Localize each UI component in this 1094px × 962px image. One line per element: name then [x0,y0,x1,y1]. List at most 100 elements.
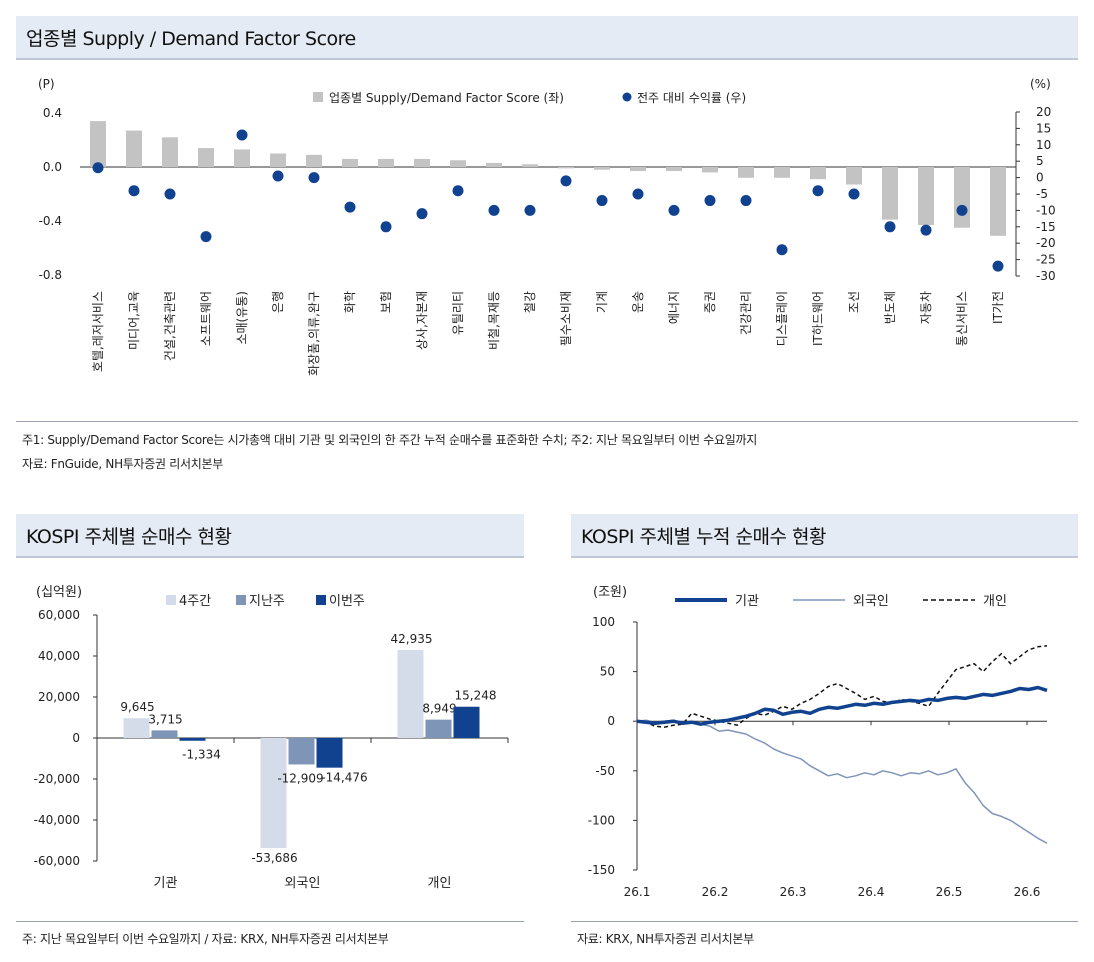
category-label: 유틸리티 [451,291,465,335]
series-line-외국인 [636,719,1048,844]
unit-label: (십억원) [36,585,82,600]
category-label: 비철,목재등 [487,291,501,350]
return-dot [128,185,140,197]
bar [260,738,287,849]
return-dot [416,208,428,220]
bottom-left-title: KOSPI 주체별 순매수 현황 [16,514,524,558]
category-label: 철강 [523,291,537,313]
score-bar [450,160,466,167]
x-tick-label: 26.3 [780,885,807,899]
legend-swatch [166,595,176,605]
return-dot [632,188,644,200]
x-tick-label: 26.2 [702,885,729,899]
legend-label: 지난주 [249,594,285,609]
category-label: IT가전 [991,291,1005,324]
right-tick-label: 5 [1036,154,1044,168]
score-bar [378,158,394,167]
right-tick-label: -15 [1036,220,1056,234]
return-dot [704,195,716,207]
category-label: 은행 [270,291,285,313]
return-dot [236,129,248,141]
return-dot [488,204,500,216]
category-label: 증권 [703,291,717,313]
category-label: 보험 [379,291,393,313]
top-chart-title: 업종별 Supply / Demand Factor Score [16,16,1078,60]
bar [425,719,452,738]
bar-value-label: 42,935 [391,632,433,646]
score-bar [666,167,682,172]
category-label: 호텔,레저서비스 [91,291,105,372]
return-dot [812,185,824,197]
bar-value-label: -53,686 [251,851,297,865]
score-bar [990,167,1006,236]
return-dot [992,260,1004,272]
series-line-개인 [636,645,1048,728]
score-bar [810,167,826,180]
score-bar [234,149,250,167]
category-label: 기계 [595,291,609,313]
bar [316,738,343,768]
return-dot [596,195,608,207]
y-tick-label: 100 [592,615,615,629]
bar [123,718,150,738]
bar-value-label: 8,949 [422,702,456,716]
legend-bar-swatch [313,92,323,102]
score-bar [954,167,970,228]
top-divider [16,421,1078,422]
score-bar [270,153,286,167]
legend-swatch [316,595,326,605]
legend-swatch [236,595,246,605]
score-bar [594,167,610,170]
score-bar [774,167,790,178]
legend-bar-label: 업종별 Supply/Demand Factor Score (좌) [329,91,564,105]
y-tick-label: -50 [595,764,615,778]
return-dot [956,204,968,216]
return-dot [560,175,572,187]
y-tick-label: 20,000 [38,690,80,704]
category-label: 화장품,의류,완구 [307,291,321,376]
return-dot [92,162,104,174]
y-tick-label: 40,000 [38,649,80,663]
left-tick-label: 0.0 [43,160,62,174]
bar-value-label: -14,476 [321,771,367,785]
left-axis-unit: (P) [38,77,55,91]
return-dot [848,188,860,200]
bar-value-label: -1,334 [182,748,221,762]
y-tick-label: -60,000 [34,854,80,868]
category-label: 건설,건축관련 [163,291,177,361]
bottom-left-title-text: KOSPI 주체별 순매수 현황 [26,525,232,548]
right-tick-label: -10 [1036,203,1056,217]
return-dot [920,224,932,236]
y-tick-label: -150 [588,863,615,877]
y-tick-label: 50 [600,665,615,679]
return-dot [884,221,896,233]
legend-label: 4주간 [179,594,211,609]
category-label: 디스플레이 [775,291,789,346]
bar [288,738,315,765]
bar-value-label: 9,645 [120,700,154,714]
return-dot [776,244,788,256]
score-bar [882,167,898,220]
score-bar [486,162,502,167]
return-dot [380,221,392,233]
left-tick-label: -0.4 [39,214,62,228]
unit-label: (조원) [593,585,627,600]
category-label: 조선 [847,291,861,313]
category-label: 상사,자본재 [415,291,429,350]
bottom-right-divider [571,921,1078,922]
legend-label: 기관 [735,594,759,609]
x-tick-label: 26.5 [936,885,963,899]
return-dot [668,204,680,216]
right-tick-label: -5 [1036,187,1048,201]
right-tick-label: -20 [1036,236,1056,250]
y-tick-label: -100 [588,813,615,827]
right-tick-label: 20 [1036,105,1051,119]
category-label: 에너지 [667,291,681,324]
x-tick-label: 26.4 [858,885,885,899]
category-label: IT하드웨어 [811,291,825,346]
top-chart-title-text: 업종별 Supply / Demand Factor Score [26,27,356,50]
y-tick-label: 0 [72,731,80,745]
category-label: 자동차 [919,291,933,324]
bar [397,649,424,738]
category-label: 반도체 [883,291,897,324]
